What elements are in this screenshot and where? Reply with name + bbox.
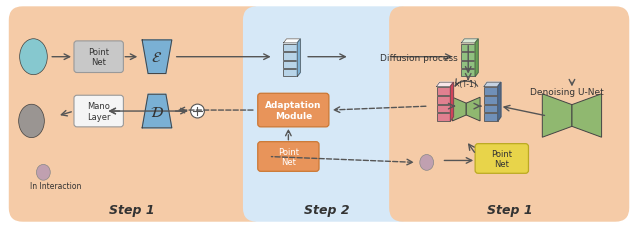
- Bar: [461, 45, 475, 52]
- Bar: [284, 53, 297, 61]
- Text: Mano
Layer: Mano Layer: [87, 102, 111, 121]
- Polygon shape: [142, 41, 172, 74]
- Bar: [436, 105, 451, 113]
- FancyBboxPatch shape: [389, 7, 629, 222]
- Text: $\mathcal{D}$: $\mathcal{D}$: [150, 104, 164, 119]
- Ellipse shape: [20, 40, 47, 75]
- Text: Adaptation
Module: Adaptation Module: [265, 101, 321, 120]
- Ellipse shape: [19, 105, 44, 138]
- FancyBboxPatch shape: [475, 144, 529, 173]
- FancyBboxPatch shape: [243, 7, 413, 222]
- Polygon shape: [142, 95, 172, 128]
- Bar: [461, 61, 475, 69]
- Bar: [436, 88, 451, 96]
- Polygon shape: [498, 83, 501, 122]
- Text: Point
Net: Point Net: [88, 48, 109, 67]
- Polygon shape: [542, 94, 572, 138]
- FancyBboxPatch shape: [74, 42, 124, 73]
- Polygon shape: [572, 94, 602, 138]
- FancyBboxPatch shape: [258, 142, 319, 172]
- Polygon shape: [452, 98, 466, 122]
- Text: Point
Net: Point Net: [278, 147, 299, 167]
- FancyBboxPatch shape: [258, 94, 329, 127]
- Ellipse shape: [36, 165, 51, 180]
- Polygon shape: [297, 40, 300, 77]
- Text: ×(T-1): ×(T-1): [454, 79, 478, 88]
- Polygon shape: [475, 40, 478, 77]
- Bar: [284, 61, 297, 69]
- Text: Step 1: Step 1: [109, 203, 155, 216]
- Bar: [436, 114, 451, 122]
- Bar: [461, 70, 475, 77]
- FancyBboxPatch shape: [74, 96, 124, 127]
- Text: In Interaction: In Interaction: [29, 181, 81, 190]
- Polygon shape: [467, 98, 480, 122]
- Ellipse shape: [420, 155, 434, 170]
- Text: Point
Net: Point Net: [492, 149, 512, 168]
- Text: Step 2: Step 2: [304, 203, 349, 216]
- Bar: [436, 96, 451, 104]
- Text: Denoising U-Net: Denoising U-Net: [530, 87, 604, 96]
- Bar: [484, 96, 498, 104]
- Bar: [484, 88, 498, 96]
- Text: Diffusion process: Diffusion process: [380, 54, 458, 63]
- Text: $\mathcal{E}$: $\mathcal{E}$: [152, 50, 163, 65]
- Bar: [484, 105, 498, 113]
- Bar: [484, 114, 498, 122]
- Text: Step 1: Step 1: [487, 203, 532, 216]
- Polygon shape: [461, 40, 478, 44]
- Polygon shape: [284, 40, 300, 44]
- Bar: [284, 45, 297, 52]
- Circle shape: [191, 105, 204, 119]
- Bar: [461, 53, 475, 61]
- Polygon shape: [436, 83, 454, 87]
- Polygon shape: [484, 83, 501, 87]
- Polygon shape: [451, 83, 454, 122]
- Bar: [284, 70, 297, 77]
- FancyBboxPatch shape: [9, 7, 266, 222]
